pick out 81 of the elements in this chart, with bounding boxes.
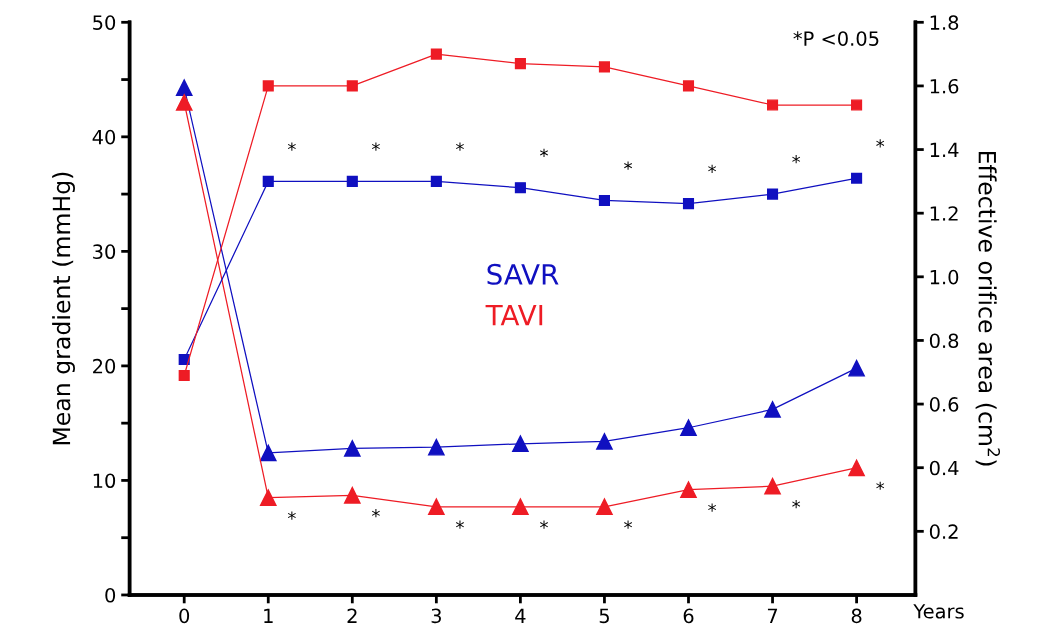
point xyxy=(259,489,277,506)
point xyxy=(514,58,526,70)
point xyxy=(430,48,442,60)
y2-tick-label: 1.8 xyxy=(930,15,959,30)
annotation: * xyxy=(455,142,464,151)
annotation: * xyxy=(540,520,548,529)
x-tick-label: 8 xyxy=(851,608,862,624)
point xyxy=(428,438,445,456)
point xyxy=(598,61,611,73)
annotation: * xyxy=(540,148,548,157)
point xyxy=(514,182,526,194)
annotation: * xyxy=(792,155,801,164)
point xyxy=(848,359,865,377)
point xyxy=(259,444,277,462)
point xyxy=(596,498,613,516)
annotation: * xyxy=(876,481,885,490)
point xyxy=(851,172,863,184)
y-tick-label: 30 xyxy=(93,244,116,260)
y2-tick-label: 1.0 xyxy=(930,269,959,285)
point xyxy=(682,198,695,210)
y-tick-label: 10 xyxy=(93,473,116,489)
y2-tick-label: 0.6 xyxy=(929,397,959,412)
annotation: * xyxy=(455,520,464,529)
point xyxy=(766,99,779,111)
x-tick-label: 7 xyxy=(767,608,778,623)
y-tick-label: 20 xyxy=(93,358,116,374)
point xyxy=(598,194,611,207)
y-tick-label: 50 xyxy=(93,15,116,30)
annotation: * xyxy=(371,142,380,151)
point xyxy=(175,94,193,111)
y2-tick-label: 1.4 xyxy=(930,142,959,157)
point xyxy=(512,498,529,516)
x-tick-label: 5 xyxy=(599,608,609,624)
point xyxy=(175,79,193,96)
y2-tick-label: 1.2 xyxy=(930,206,958,221)
x-tick-label: 3 xyxy=(431,608,441,624)
text: SAVR xyxy=(487,263,559,285)
point xyxy=(262,80,274,92)
point xyxy=(430,175,442,187)
annotation: * xyxy=(624,520,633,529)
point xyxy=(680,419,697,437)
point xyxy=(848,459,865,477)
annotation: *P <0.05 xyxy=(793,31,879,46)
y2-tick-label: 0.2 xyxy=(929,524,958,539)
x-tick-label: 1 xyxy=(264,608,273,623)
y2-tick-label: 0.4 xyxy=(929,460,959,476)
x-tick-label: 6 xyxy=(683,608,694,624)
point xyxy=(680,481,697,498)
annotation: * xyxy=(624,161,633,170)
point xyxy=(428,498,445,516)
y-tick-label: 0 xyxy=(105,587,116,603)
x-tick-label: 2 xyxy=(347,608,357,623)
point xyxy=(682,80,695,92)
annotation: * xyxy=(371,509,380,518)
annotation: * xyxy=(876,139,885,148)
point xyxy=(764,401,781,418)
annotation: * xyxy=(287,142,296,151)
annotation: * xyxy=(708,503,717,512)
x-tick-label: 0 xyxy=(179,608,190,624)
text: TAVI xyxy=(485,304,543,326)
point xyxy=(343,440,361,457)
point xyxy=(343,486,361,504)
x-axis-title: Years xyxy=(913,604,964,619)
point xyxy=(851,99,863,111)
point xyxy=(764,477,781,495)
point xyxy=(262,175,274,187)
point xyxy=(346,80,358,92)
y2-tick-label: 0.8 xyxy=(929,333,959,349)
y2-tick-label: 1.6 xyxy=(930,78,959,94)
annotation: * xyxy=(287,511,296,520)
y-axis-title: Mean gradient (mmHg) xyxy=(52,172,75,445)
annotation: * xyxy=(792,499,801,509)
x-tick-label: 4 xyxy=(515,608,526,623)
point xyxy=(766,188,779,200)
y2-axis-title: Effective orifice area (cm$^{2}$) xyxy=(975,151,1001,466)
point xyxy=(596,433,613,450)
point xyxy=(512,435,529,453)
y-tick-label: 40 xyxy=(92,129,116,145)
point xyxy=(346,175,358,187)
point xyxy=(178,369,190,381)
annotation: * xyxy=(708,164,717,173)
